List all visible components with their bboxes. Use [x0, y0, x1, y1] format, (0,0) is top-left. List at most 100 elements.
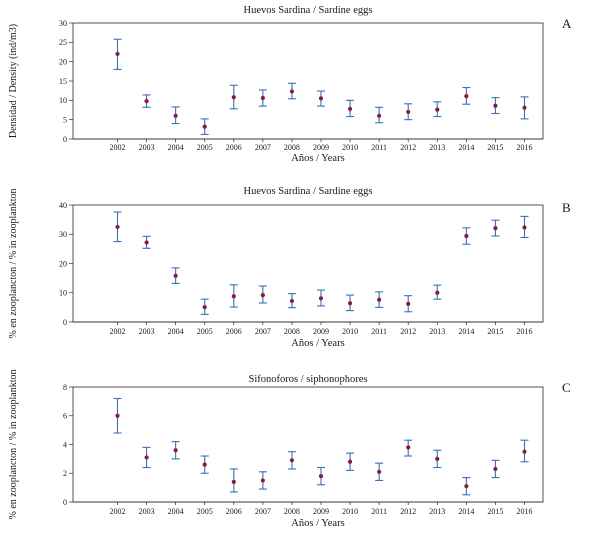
x-tick-label: 2007 [255, 507, 271, 516]
data-point [231, 95, 236, 100]
data-point [289, 89, 295, 94]
x-tick-label: 2009 [313, 507, 329, 516]
x-tick-label: 2007 [255, 143, 271, 152]
data-point [202, 462, 207, 467]
x-axis-label: Años / Years [291, 518, 344, 529]
data-point [173, 113, 178, 118]
y-axis-label: % en zooplancton / % in zooplankton [8, 189, 19, 339]
data-point [464, 233, 469, 239]
x-axis-label: Años / Years [291, 338, 344, 349]
x-tick-label: 2005 [197, 327, 213, 336]
data-point [522, 105, 527, 110]
x-tick-label: 2008 [284, 327, 300, 336]
y-tick-label: 0 [63, 135, 67, 144]
data-point [493, 226, 498, 231]
data-point [318, 474, 324, 479]
y-tick-label: 30 [59, 19, 67, 28]
data-point [202, 124, 207, 129]
y-tick-label: 6 [63, 412, 67, 421]
x-tick-label: 2015 [487, 327, 503, 336]
data-point [377, 297, 382, 302]
data-point [435, 107, 440, 112]
x-tick-label: 2010 [342, 507, 358, 516]
y-tick-label: 2 [63, 469, 67, 478]
y-tick-label: 30 [59, 230, 67, 239]
data-point [377, 469, 382, 474]
data-point [318, 296, 324, 301]
data-point [289, 458, 295, 463]
y-tick-label: 4 [63, 440, 67, 449]
data-point [406, 109, 411, 115]
chart-panel-b: Huevos Sardina / Sardine eggs B % en zoopl… [8, 186, 571, 349]
x-tick-label: 2016 [517, 507, 533, 516]
x-tick-label: 2009 [313, 143, 329, 152]
data-point [464, 93, 469, 99]
data-point [115, 224, 120, 230]
data-point [173, 448, 178, 453]
x-tick-label: 2003 [139, 507, 155, 516]
data-point [435, 290, 440, 295]
data-point [144, 99, 149, 104]
data-point [435, 456, 440, 461]
plot-frame [72, 386, 544, 503]
x-tick-label: 2002 [110, 507, 126, 516]
x-tick-label: 2011 [371, 327, 387, 336]
x-tick-label: 2010 [342, 327, 358, 336]
data-point [115, 413, 120, 418]
data-point [260, 292, 265, 298]
x-tick-label: 2009 [313, 327, 329, 336]
y-tick-label: 0 [63, 318, 67, 327]
x-tick-label: 2014 [458, 327, 474, 336]
x-tick-label: 2011 [371, 507, 387, 516]
y-axis-label: Densidad / Density (ind/m3) [8, 24, 19, 138]
x-tick-label: 2016 [517, 327, 533, 336]
x-tick-label: 2008 [284, 143, 300, 152]
x-tick-label: 2010 [342, 143, 358, 152]
data-point [260, 478, 265, 483]
x-tick-label: 2011 [371, 143, 387, 152]
y-axis-label: % en zooplancton / % in zooplankton [8, 370, 19, 520]
data-point [231, 479, 236, 484]
x-tick-label: 2005 [197, 143, 213, 152]
panel-letter: A [562, 16, 572, 31]
data-point [347, 301, 353, 306]
data-point [144, 240, 149, 245]
x-tick-label: 2016 [517, 143, 533, 152]
data-point [173, 273, 178, 278]
x-tick-label: 2006 [226, 327, 242, 336]
data-point [347, 459, 353, 464]
x-tick-label: 2002 [110, 327, 126, 336]
chart-title: Huevos Sardina / Sardine eggs [244, 5, 373, 16]
x-tick-label: 2015 [487, 507, 503, 516]
data-point [406, 301, 411, 306]
chart-title: Huevos Sardina / Sardine eggs [244, 186, 373, 197]
chart-title: Sifonoforos / siphonophores [249, 374, 368, 385]
x-tick-label: 2004 [168, 143, 184, 152]
x-tick-label: 2013 [429, 507, 445, 516]
x-tick-label: 2012 [400, 143, 416, 152]
y-tick-label: 15 [59, 77, 67, 86]
data-point [522, 225, 527, 230]
x-tick-label: 2012 [400, 507, 416, 516]
x-tick-label: 2008 [284, 507, 300, 516]
data-point [377, 113, 382, 118]
data-point [231, 294, 236, 299]
data-point [522, 449, 527, 454]
data-point [406, 445, 411, 450]
x-tick-label: 2004 [168, 507, 184, 516]
data-point [318, 96, 324, 101]
x-tick-label: 2002 [110, 143, 126, 152]
y-tick-label: 0 [63, 498, 67, 507]
x-tick-label: 2007 [255, 327, 271, 336]
x-tick-label: 2013 [429, 143, 445, 152]
x-tick-label: 2013 [429, 327, 445, 336]
x-axis-label: Años / Years [291, 153, 344, 164]
y-tick-label: 10 [59, 96, 67, 105]
plot-frame [72, 204, 544, 323]
data-point [493, 466, 498, 472]
y-tick-label: 10 [59, 289, 67, 298]
x-tick-label: 2004 [168, 327, 184, 336]
data-point [493, 103, 498, 108]
chart-panel-c: Sifonoforos / siphonophores C % en zooplan… [8, 370, 571, 529]
